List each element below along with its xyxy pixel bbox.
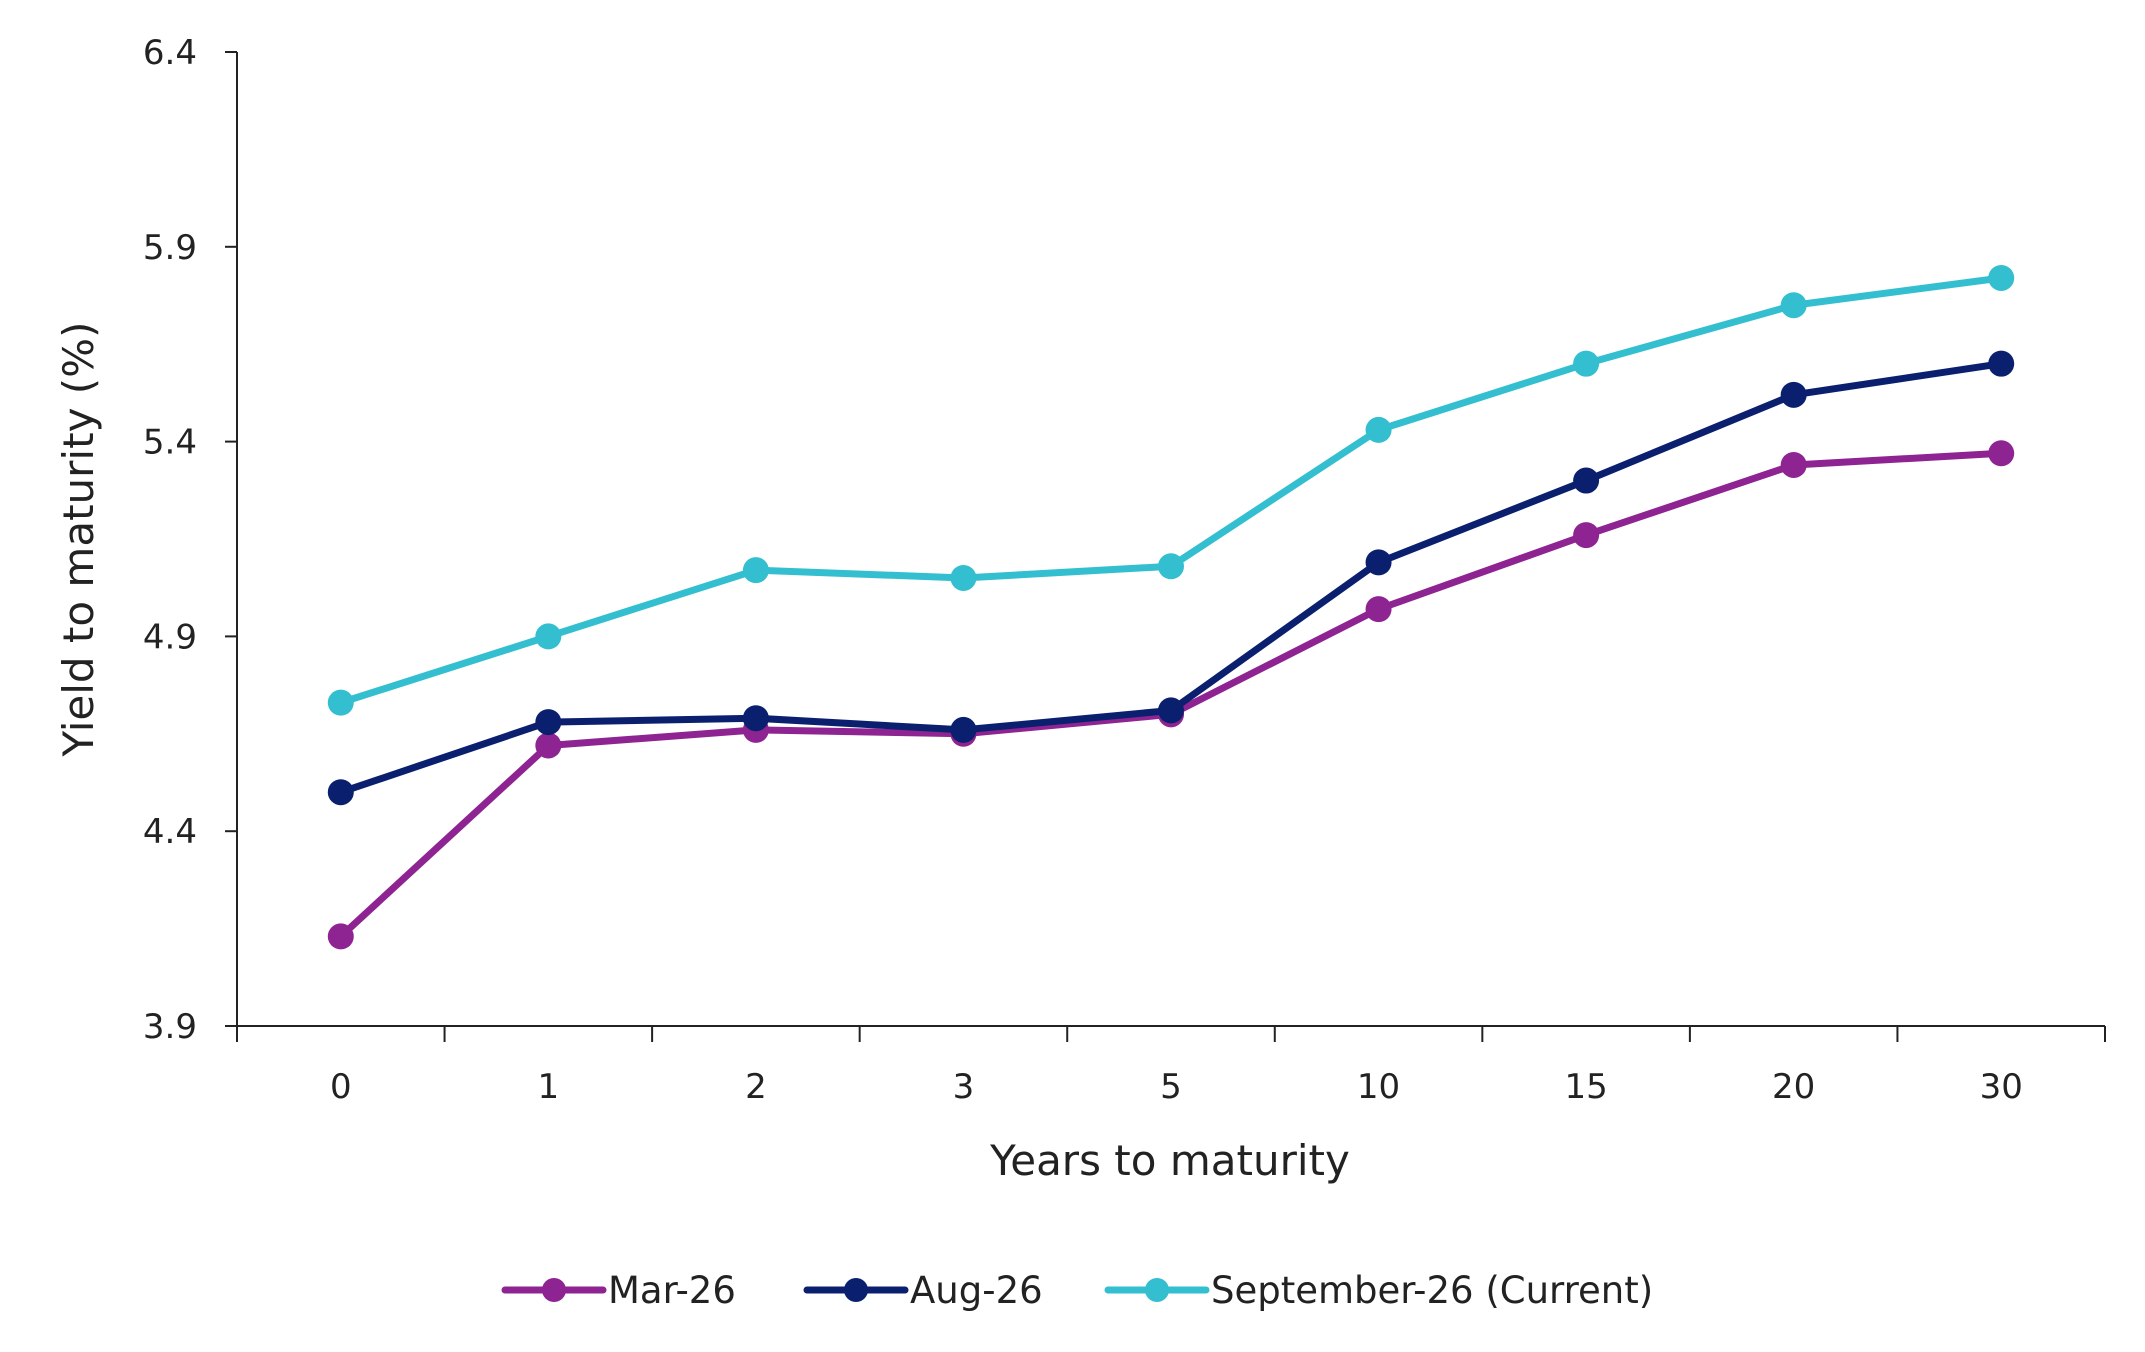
- legend: Mar-26 Aug-26 September-26 (Current): [501, 1269, 1653, 1312]
- y-tick-label: 5.9: [143, 228, 197, 268]
- series-line: [337, 449, 2005, 940]
- data-point: [327, 923, 354, 950]
- data-point: [1573, 467, 1600, 494]
- series-2: [327, 264, 2015, 716]
- y-tick-label: 5.4: [143, 423, 197, 463]
- data-point: [1988, 350, 2015, 377]
- series-line: [337, 274, 2005, 707]
- y-tick-label: 4.9: [143, 617, 197, 657]
- y-axis-title: Yield to maturity (%): [54, 322, 103, 758]
- data-point: [535, 732, 562, 759]
- legend-item: Aug-26: [803, 1269, 1043, 1312]
- legend-swatch-marker: [844, 1278, 868, 1302]
- data-point: [1780, 381, 1807, 408]
- data-point: [742, 557, 769, 584]
- series-group: [327, 264, 2015, 950]
- x-tick-label: 30: [1980, 1067, 2023, 1107]
- x-tick-label: 15: [1564, 1067, 1607, 1107]
- data-point: [1365, 596, 1392, 623]
- x-tick-label: 20: [1772, 1067, 1815, 1107]
- x-tick-label: 5: [1160, 1067, 1182, 1107]
- data-point: [327, 779, 354, 806]
- legend-swatch-marker: [1145, 1278, 1169, 1302]
- legend-label: September-26 (Current): [1211, 1269, 1653, 1312]
- data-point: [535, 623, 562, 650]
- data-point: [1158, 553, 1184, 580]
- data-point: [950, 564, 977, 591]
- y-ticks: 3.9 4.4 4.9 5.4 5.9 6.4: [143, 33, 237, 1047]
- data-point: [1780, 292, 1807, 319]
- x-tick-label: 1: [538, 1067, 560, 1107]
- legend-item: Mar-26: [501, 1269, 736, 1312]
- y-tick-label: 4.4: [143, 812, 197, 852]
- axes: 3.9 4.4 4.9 5.4 5.9 6.4 0 1 2 3 5 10 15 20 30: [143, 33, 2106, 1107]
- data-point: [1158, 697, 1184, 724]
- data-point: [1365, 416, 1392, 443]
- data-point: [742, 705, 769, 732]
- data-point: [1988, 440, 2015, 467]
- data-point: [535, 709, 562, 736]
- data-point: [1365, 549, 1392, 576]
- x-tick-label: 3: [953, 1067, 975, 1107]
- x-tick-label: 10: [1357, 1067, 1400, 1107]
- legend-item: September-26 (Current): [1104, 1269, 1653, 1312]
- legend-label: Aug-26: [910, 1269, 1043, 1312]
- series-1: [327, 350, 2015, 806]
- legend-label: Mar-26: [608, 1269, 736, 1312]
- data-point: [1988, 264, 2015, 291]
- data-point: [1573, 522, 1600, 549]
- x-axis-title: Years to maturity: [989, 1136, 1350, 1185]
- data-point: [1780, 451, 1807, 478]
- series-0: [327, 440, 2015, 950]
- x-tick-label: 2: [745, 1067, 767, 1107]
- data-point: [327, 689, 354, 716]
- y-tick-label: 3.9: [143, 1007, 197, 1047]
- data-point: [950, 716, 977, 743]
- data-point: [1573, 350, 1600, 377]
- y-tick-label: 6.4: [143, 33, 197, 73]
- legend-swatch-marker: [542, 1278, 566, 1302]
- x-ticks: 0 1 2 3 5 10 15 20 30: [236, 1026, 2106, 1107]
- x-tick-label: 0: [330, 1067, 352, 1107]
